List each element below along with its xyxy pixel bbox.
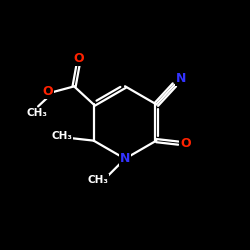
Text: O: O <box>74 52 85 65</box>
Text: O: O <box>43 85 54 98</box>
Text: CH₃: CH₃ <box>87 175 108 185</box>
Text: CH₃: CH₃ <box>51 131 72 141</box>
Text: N: N <box>176 72 186 85</box>
Text: O: O <box>180 136 191 149</box>
Text: N: N <box>120 152 130 165</box>
Text: CH₃: CH₃ <box>26 108 47 118</box>
